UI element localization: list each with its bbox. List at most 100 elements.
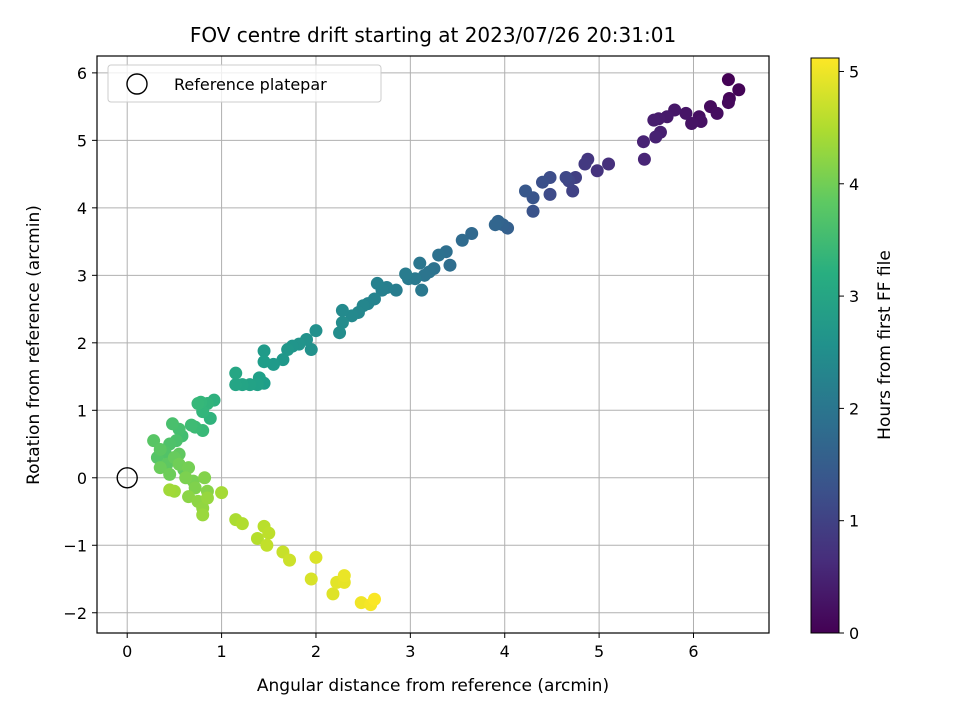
x-tick-label: 1 [216, 642, 226, 661]
data-point [337, 569, 351, 583]
reference-platepar-marker [116, 467, 138, 489]
y-tick-label: 3 [77, 266, 87, 285]
data-point [229, 366, 243, 380]
data-point [465, 226, 479, 240]
y-tick-label: 1 [77, 401, 87, 420]
data-point [229, 378, 243, 392]
data-point [535, 175, 549, 189]
data-point [721, 73, 735, 87]
data-point [649, 130, 663, 144]
data-point [399, 267, 413, 281]
x-tick-label: 4 [500, 642, 510, 661]
data-point [590, 164, 604, 178]
colorbar-tick-label: 2 [849, 399, 859, 418]
data-point [559, 170, 573, 184]
data-point [335, 316, 349, 330]
data-points [147, 73, 746, 612]
data-point [262, 526, 276, 540]
data-point [432, 248, 446, 262]
x-tick-label: 5 [594, 642, 604, 661]
data-point [636, 135, 650, 149]
x-axis-ticks: 0 1 2 3 4 5 6 [122, 633, 699, 661]
data-point [182, 461, 196, 475]
colorbar-gradient [810, 57, 840, 634]
data-point [304, 572, 318, 586]
data-point [455, 233, 469, 247]
x-tick-label: 3 [405, 642, 415, 661]
colorbar: 0 1 2 3 4 5 Hours from first FF file [810, 57, 895, 643]
data-point [200, 491, 214, 505]
x-tick-label: 0 [122, 642, 132, 661]
data-point [578, 157, 592, 171]
data-point [309, 324, 323, 338]
colorbar-tick-label: 5 [849, 62, 859, 81]
plot-frame [96, 55, 770, 634]
data-point [235, 517, 249, 531]
data-point [179, 471, 193, 485]
data-point [566, 184, 580, 198]
data-point [250, 532, 264, 546]
data-point [198, 471, 212, 485]
data-point [679, 106, 693, 120]
colorbar-tick-label: 3 [849, 287, 859, 306]
legend-marker-icon [126, 73, 148, 95]
data-point [283, 553, 297, 567]
data-point [257, 344, 271, 358]
data-point [488, 218, 502, 232]
legend: Reference platepar [107, 64, 382, 103]
data-point [335, 303, 349, 317]
data-point [647, 113, 661, 127]
y-tick-label: 0 [77, 469, 87, 488]
data-point [163, 467, 177, 481]
data-point [163, 483, 177, 497]
colorbar-tick-label: 4 [849, 175, 859, 194]
data-point [196, 508, 210, 522]
grid-lines [97, 56, 769, 633]
data-point [153, 461, 167, 475]
y-tick-label: 6 [77, 64, 87, 83]
data-point [732, 83, 746, 97]
data-point [518, 184, 532, 198]
x-tick-label: 2 [311, 642, 321, 661]
reference-marker [116, 467, 138, 489]
data-point [370, 276, 384, 290]
data-point [153, 442, 167, 456]
data-point [345, 309, 359, 323]
data-point [215, 486, 229, 500]
legend-label: Reference platepar [174, 75, 327, 94]
data-point [526, 204, 540, 218]
data-point [602, 157, 616, 171]
data-point [413, 256, 427, 270]
data-point [304, 343, 318, 357]
y-axis-ticks: −2 −1 0 1 2 3 4 5 6 [63, 64, 97, 623]
data-point [333, 326, 347, 340]
data-point [309, 550, 323, 564]
legend-box [107, 64, 382, 103]
x-axis-label: Angular distance from reference (arcmin) [257, 676, 609, 696]
data-point [415, 283, 429, 297]
colorbar-tick-label: 1 [849, 512, 859, 531]
y-tick-label: 5 [77, 131, 87, 150]
colorbar-ticks: 0 1 2 3 4 5 [839, 62, 859, 643]
y-tick-label: −1 [63, 536, 87, 555]
data-point [543, 187, 557, 201]
y-tick-label: 4 [77, 199, 87, 218]
chart-title: FOV centre drift starting at 2023/07/26 … [190, 23, 676, 47]
y-tick-label: −2 [63, 604, 87, 623]
data-point [443, 258, 457, 272]
data-point [166, 417, 180, 431]
data-point [191, 397, 205, 411]
data-point [326, 587, 340, 601]
data-point [281, 343, 295, 357]
colorbar-label: Hours from first FF file [875, 250, 895, 440]
data-point [710, 106, 724, 120]
data-point [367, 592, 381, 606]
y-tick-label: 2 [77, 334, 87, 353]
data-point [184, 418, 198, 432]
y-axis-label: Rotation from reference (arcmin) [24, 205, 44, 485]
data-point [257, 355, 271, 369]
data-point [721, 96, 735, 110]
x-tick-label: 6 [688, 642, 698, 661]
data-point [685, 116, 699, 130]
